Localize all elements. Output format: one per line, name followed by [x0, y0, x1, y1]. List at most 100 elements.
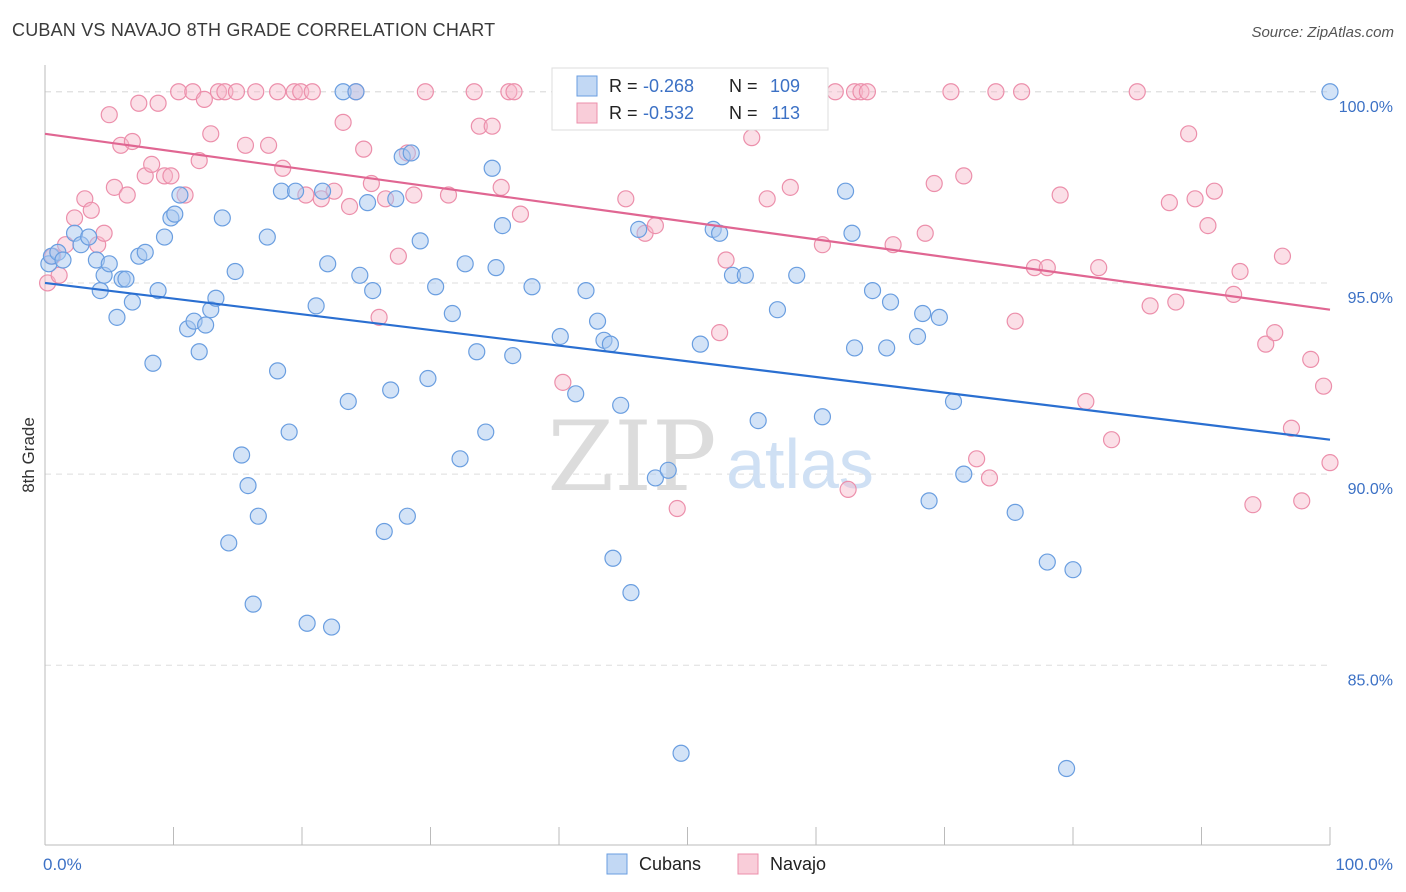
cubans-point	[1057, 759, 1076, 778]
cubans-point	[166, 205, 184, 223]
navajo-point	[1302, 350, 1320, 369]
cubans-point	[736, 266, 754, 284]
cubans-point	[914, 304, 932, 323]
navajo-point	[130, 94, 148, 112]
cubans-point	[144, 354, 162, 372]
watermark-zip: ZIP	[547, 401, 716, 513]
cubans-point	[258, 228, 276, 246]
navajo-point	[195, 90, 213, 109]
navajo-point	[416, 83, 434, 101]
navajo-point	[170, 83, 188, 101]
navajo-point	[100, 106, 118, 124]
cubans-point	[286, 182, 305, 200]
cubans-point	[1064, 561, 1082, 579]
navajo-point	[105, 178, 123, 196]
cubans-point	[402, 144, 420, 162]
cubans-point	[612, 396, 630, 414]
cubans-point	[419, 369, 437, 388]
cubans-point	[1038, 553, 1056, 571]
cubans-point	[577, 281, 595, 300]
navajo-point	[942, 83, 960, 101]
cubans-point	[197, 316, 215, 334]
cubans-point	[123, 293, 141, 311]
y-axis-title: 8th Grade	[19, 417, 38, 493]
cubans-point	[307, 297, 325, 315]
legend-box	[551, 67, 829, 131]
cubans-point	[382, 381, 400, 399]
cubans-point	[268, 362, 287, 380]
navajo-point	[334, 113, 352, 131]
navajo-point	[118, 186, 136, 204]
legend-r-value: -0.268	[643, 76, 694, 96]
navajo-point	[500, 83, 518, 101]
navajo-point	[955, 167, 973, 185]
cubans-point	[280, 423, 298, 441]
navajo-point	[143, 155, 161, 174]
navajo-point	[465, 83, 483, 101]
legend-n-label: N =	[729, 103, 758, 123]
navajo-points	[38, 83, 1339, 518]
navajo-point	[1012, 83, 1031, 101]
navajo-point	[247, 83, 265, 101]
cubans-point	[339, 392, 357, 411]
navajo-point	[149, 94, 167, 112]
cubans-point	[468, 343, 486, 361]
navajo-point	[470, 117, 488, 135]
cubans-point	[630, 220, 648, 239]
navajo-point	[1006, 312, 1024, 330]
cubans-point	[398, 507, 416, 525]
navajo-point	[743, 129, 761, 147]
navajo-point	[839, 480, 857, 499]
navajo-point	[1266, 324, 1284, 342]
cubans-point	[136, 243, 154, 261]
x-tick-label: 100.0%	[1335, 855, 1393, 874]
cubans-point	[878, 339, 896, 357]
cubans-point	[622, 584, 640, 602]
bottom-legend-label-navajo: Navajo	[770, 854, 826, 874]
navajo-point	[925, 174, 943, 193]
cubans-point	[298, 614, 316, 632]
legend-r-label: R =	[609, 103, 638, 123]
navajo-point	[1321, 454, 1339, 472]
navajo-point	[1293, 492, 1311, 510]
cubans-point	[659, 461, 677, 479]
x-tick-label: 0.0%	[43, 855, 82, 874]
navajo-point	[65, 209, 84, 227]
cubans-point	[351, 266, 369, 284]
navajo-point	[209, 83, 228, 101]
navajo-point	[987, 83, 1005, 101]
legend: R = -0.268 N = 109 R = -0.532 N = 113	[551, 67, 829, 131]
navajo-point	[858, 83, 877, 101]
x-tick-labels: 0.0% 100.0%	[43, 855, 1393, 874]
cubans-point	[483, 159, 501, 177]
legend-n-label: N =	[729, 76, 758, 96]
navajo-point	[980, 469, 999, 487]
cubans-point	[322, 618, 341, 636]
legend-swatch-cubans	[576, 75, 598, 97]
cubans-point	[387, 190, 405, 208]
navajo-point	[95, 224, 113, 242]
cubans-point	[601, 335, 620, 353]
cubans-point	[691, 335, 709, 353]
watermark: ZIP atlas	[547, 401, 874, 513]
cubans-point	[646, 469, 664, 487]
cubans-point	[908, 327, 927, 346]
navajo-point	[1077, 392, 1095, 411]
bottom-legend-label-cubans: Cubans	[639, 854, 701, 874]
y-tick-labels: 85.0% 90.0% 95.0% 100.0%	[1339, 99, 1393, 690]
cubans-point	[1006, 503, 1024, 521]
cubans-point	[1321, 83, 1339, 101]
navajo-point	[1102, 431, 1121, 449]
cubans-point	[319, 255, 337, 273]
navajo-point	[1225, 285, 1243, 304]
y-tick-label: 95.0%	[1348, 290, 1393, 307]
cubans-point	[843, 224, 861, 242]
cubans-point	[845, 339, 864, 357]
navajo-point	[1282, 419, 1301, 437]
navajo-point	[268, 83, 287, 101]
y-tick-label: 85.0%	[1348, 672, 1393, 689]
navajo-point	[389, 247, 407, 265]
y-tick-label: 100.0%	[1339, 99, 1393, 116]
navajo-point	[758, 190, 776, 208]
watermark-atlas: atlas	[726, 425, 874, 503]
